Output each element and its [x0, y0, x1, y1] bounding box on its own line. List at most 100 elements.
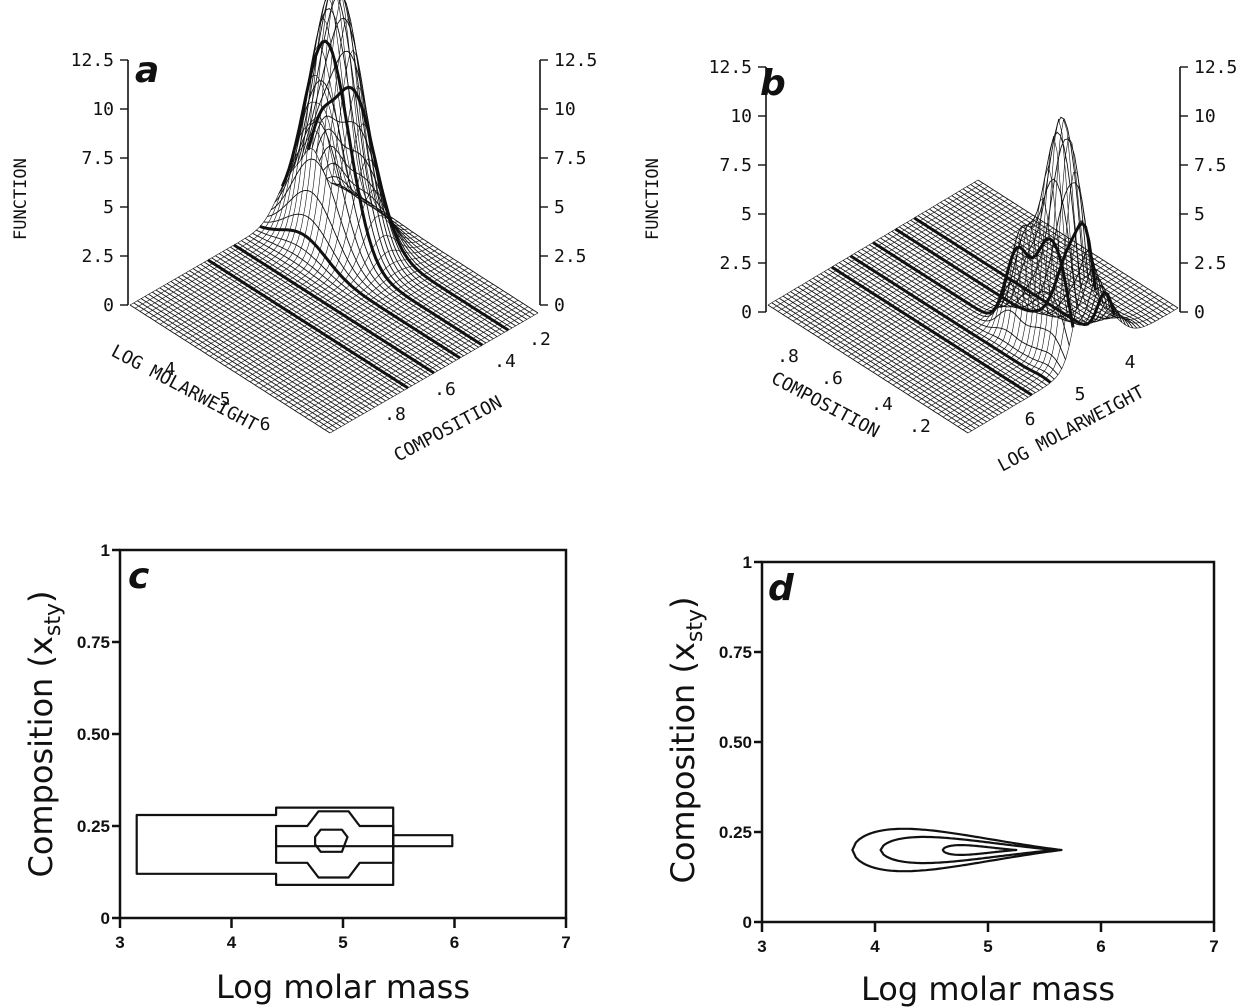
panel-a-xlabel: LOG MOLARWEIGHT	[108, 341, 262, 436]
panel-b-label: b	[760, 63, 786, 104]
surface-crossline	[254, 264, 464, 386]
contour-line	[135, 806, 395, 886]
surface-line	[315, 128, 516, 327]
z-tick-label-left: 10	[730, 106, 752, 127]
z-tick-label-right: 7.5	[554, 148, 587, 169]
surface-crossline	[239, 255, 449, 376]
z-tick-label-left: 2.5	[719, 253, 752, 274]
surface-crossline	[897, 262, 1109, 389]
y-tick-label: .2	[529, 329, 551, 350]
x-tick-label: 5	[220, 389, 231, 410]
surface-crossline	[827, 218, 1039, 344]
surface-crossline	[129, 148, 339, 306]
surface-crossline	[274, 277, 484, 399]
z-tick-label-left: 2.5	[81, 246, 114, 267]
surface-crossline	[214, 215, 424, 360]
surface-crossline	[259, 267, 469, 389]
surface-crossline	[189, 49, 399, 344]
surface-crossline	[767, 179, 979, 306]
y-tick-label: .2	[909, 416, 931, 437]
surface-crossline	[852, 234, 1064, 360]
y-tick-label: 0	[101, 909, 110, 928]
panel-d-ylabel-visible: Composition (xsty)	[664, 596, 708, 883]
x-tick-label: 6	[260, 414, 271, 435]
x-tick-label: 4	[1125, 352, 1136, 373]
surface-crossline	[822, 214, 1034, 341]
surface-crossline	[772, 182, 984, 309]
contour-line	[314, 828, 349, 853]
contour-line	[879, 835, 1057, 865]
surface-crossline	[169, 0, 379, 331]
z-tick-label-left: 12.5	[71, 50, 114, 71]
y-tick-label: 1	[101, 541, 110, 560]
z-tick-label-right: 12.5	[554, 50, 597, 71]
surface-crossline	[837, 224, 1049, 351]
surface-crossline	[324, 309, 534, 431]
x-tick-label: 3	[757, 937, 766, 956]
surface-crossline	[867, 243, 1079, 370]
surface-crossline	[249, 261, 459, 383]
surface-crossline	[802, 202, 1014, 328]
z-tick-label-left: 0	[103, 295, 114, 316]
surface-crossline	[832, 221, 1044, 347]
surface-crossline	[269, 274, 479, 395]
y-tick-label: 0.25	[719, 823, 752, 842]
contour-line	[851, 827, 1063, 873]
z-tick-label-right: 0	[554, 295, 565, 316]
z-tick-label-right: 10	[1194, 106, 1216, 127]
contour-line	[392, 834, 454, 848]
z-tick-label-left: 5	[741, 204, 752, 225]
surface-crossline	[942, 118, 1154, 418]
panel-c-contour: 3 4 5 6 7 0 0.25 0.50 0.75 1 c Log molar mass Com…	[22, 541, 571, 1006]
surface-crossline	[787, 192, 999, 319]
surface-crossline	[279, 280, 489, 402]
panel-c-frame	[118, 548, 568, 920]
x-tick-label: 4	[227, 933, 237, 952]
surface-crossline	[917, 221, 1129, 402]
surface-crossline	[877, 250, 1089, 376]
surface-crossline	[807, 205, 1019, 331]
x-tick-label: 5	[983, 937, 992, 956]
surface-crossline	[194, 85, 404, 347]
surface-crossline	[224, 245, 434, 367]
surface-crossline	[304, 296, 514, 418]
surface-crossline	[817, 211, 1029, 338]
y-tick-label: 0.25	[77, 817, 110, 836]
surface-crossline	[792, 195, 1004, 322]
x-tick-label: 7	[561, 933, 570, 952]
panel-a-label: a	[135, 50, 159, 91]
z-tick-label-right: 10	[554, 99, 576, 120]
surface-crossline	[967, 275, 1179, 434]
x-tick-label: 4	[870, 937, 880, 956]
panel-d-contour: 3 4 5 6 7 0 0.25 0.50 0.75 1 d Log molar mass Com…	[664, 553, 1219, 1008]
panel-d-xlabel: Log molar mass	[861, 970, 1115, 1008]
surface-crossline	[329, 312, 539, 434]
panel-c-xlabel: Log molar mass	[216, 968, 470, 1006]
surface-crossline	[912, 226, 1124, 399]
panel-d-label: d	[768, 568, 795, 609]
y-tick-label: 0	[743, 913, 752, 932]
y-tick-label: .4	[871, 394, 893, 415]
z-tick-label-right: 12.5	[1194, 57, 1237, 78]
surface-crossline	[319, 306, 529, 427]
panel-d-frame	[760, 560, 1216, 924]
z-tick-label-left: 12.5	[709, 57, 752, 78]
panel-c-label: c	[128, 556, 149, 597]
panel-a-zlabel: FUNCTION	[11, 158, 31, 240]
panel-c-ylabel: Composition (xsty)	[22, 590, 66, 877]
surface-crossline	[777, 186, 989, 312]
surface-crossline	[159, 17, 369, 325]
surface-crossline	[154, 44, 364, 322]
z-tick-label-right: 2.5	[554, 246, 587, 267]
surface-crossline	[144, 101, 354, 315]
surface-crossline	[937, 136, 1149, 415]
z-tick-label-left: 7.5	[81, 148, 114, 169]
surface-crossline	[264, 271, 474, 392]
surface-crossline	[957, 172, 1169, 427]
surface-crossline	[209, 189, 419, 357]
surface-crossline	[314, 303, 524, 424]
y-tick-label: .8	[384, 404, 406, 425]
surface-crossline	[204, 158, 414, 354]
y-tick-label: 0.50	[77, 725, 110, 744]
surface-crossline	[299, 293, 509, 415]
